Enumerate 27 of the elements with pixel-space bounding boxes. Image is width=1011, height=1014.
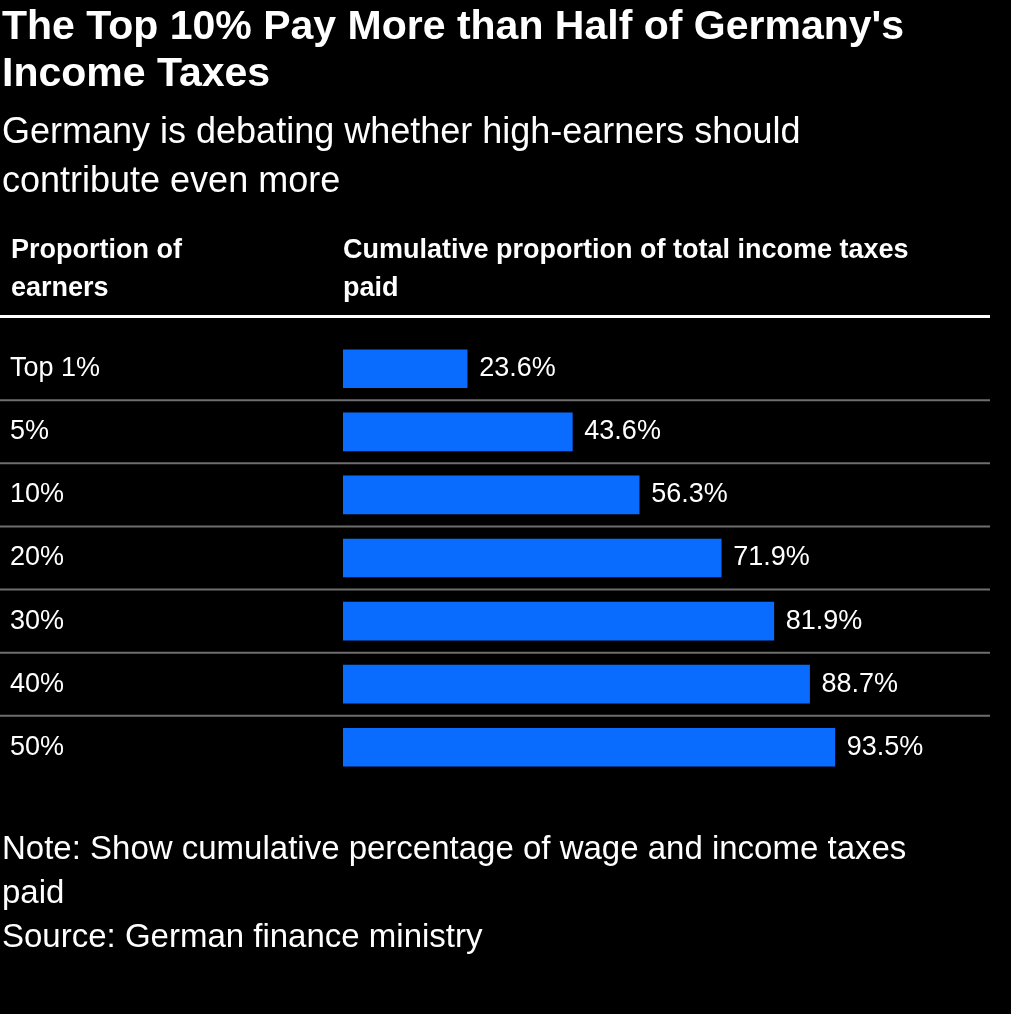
- data-label: 88.7%: [821, 667, 899, 698]
- y-tick-label: Top 1%: [10, 352, 101, 383]
- bar: [343, 538, 722, 578]
- bar: [343, 412, 573, 452]
- bar: [343, 601, 775, 641]
- y-tick-label: 40%: [10, 667, 65, 698]
- text: Note: Show cumulative percentage of wage and income taxes paid: [2, 828, 908, 912]
- data-label: 43.6%: [584, 415, 661, 446]
- bar: [343, 349, 468, 389]
- data-label: 71.9%: [733, 541, 810, 572]
- y-tick-label: 50%: [10, 730, 65, 761]
- y-tick-label: 5%: [10, 415, 50, 446]
- bar: [343, 727, 836, 767]
- bar: [343, 664, 810, 704]
- y-tick-label: 10%: [10, 478, 65, 509]
- y-axis-title: Proportion of earners: [11, 233, 183, 304]
- y-tick-label: 20%: [10, 541, 65, 572]
- chart-title: The Top 10% Pay More than Half of Germany's Income Taxes: [2, 2, 906, 96]
- source-note: Source: German finance ministry: [2, 916, 484, 956]
- chart-subtitle: Germany is debating whether high-earners should contribute even more: [2, 109, 802, 202]
- y-tick-label: 30%: [10, 604, 65, 635]
- data-label: 93.5%: [846, 730, 924, 761]
- data-label: 81.9%: [785, 604, 863, 635]
- x-axis-title: Cumulative proportion of total income taxes paid: [343, 233, 910, 304]
- bar: [343, 475, 640, 515]
- data-label: 56.3%: [651, 478, 728, 509]
- data-label: 23.6%: [479, 352, 556, 383]
